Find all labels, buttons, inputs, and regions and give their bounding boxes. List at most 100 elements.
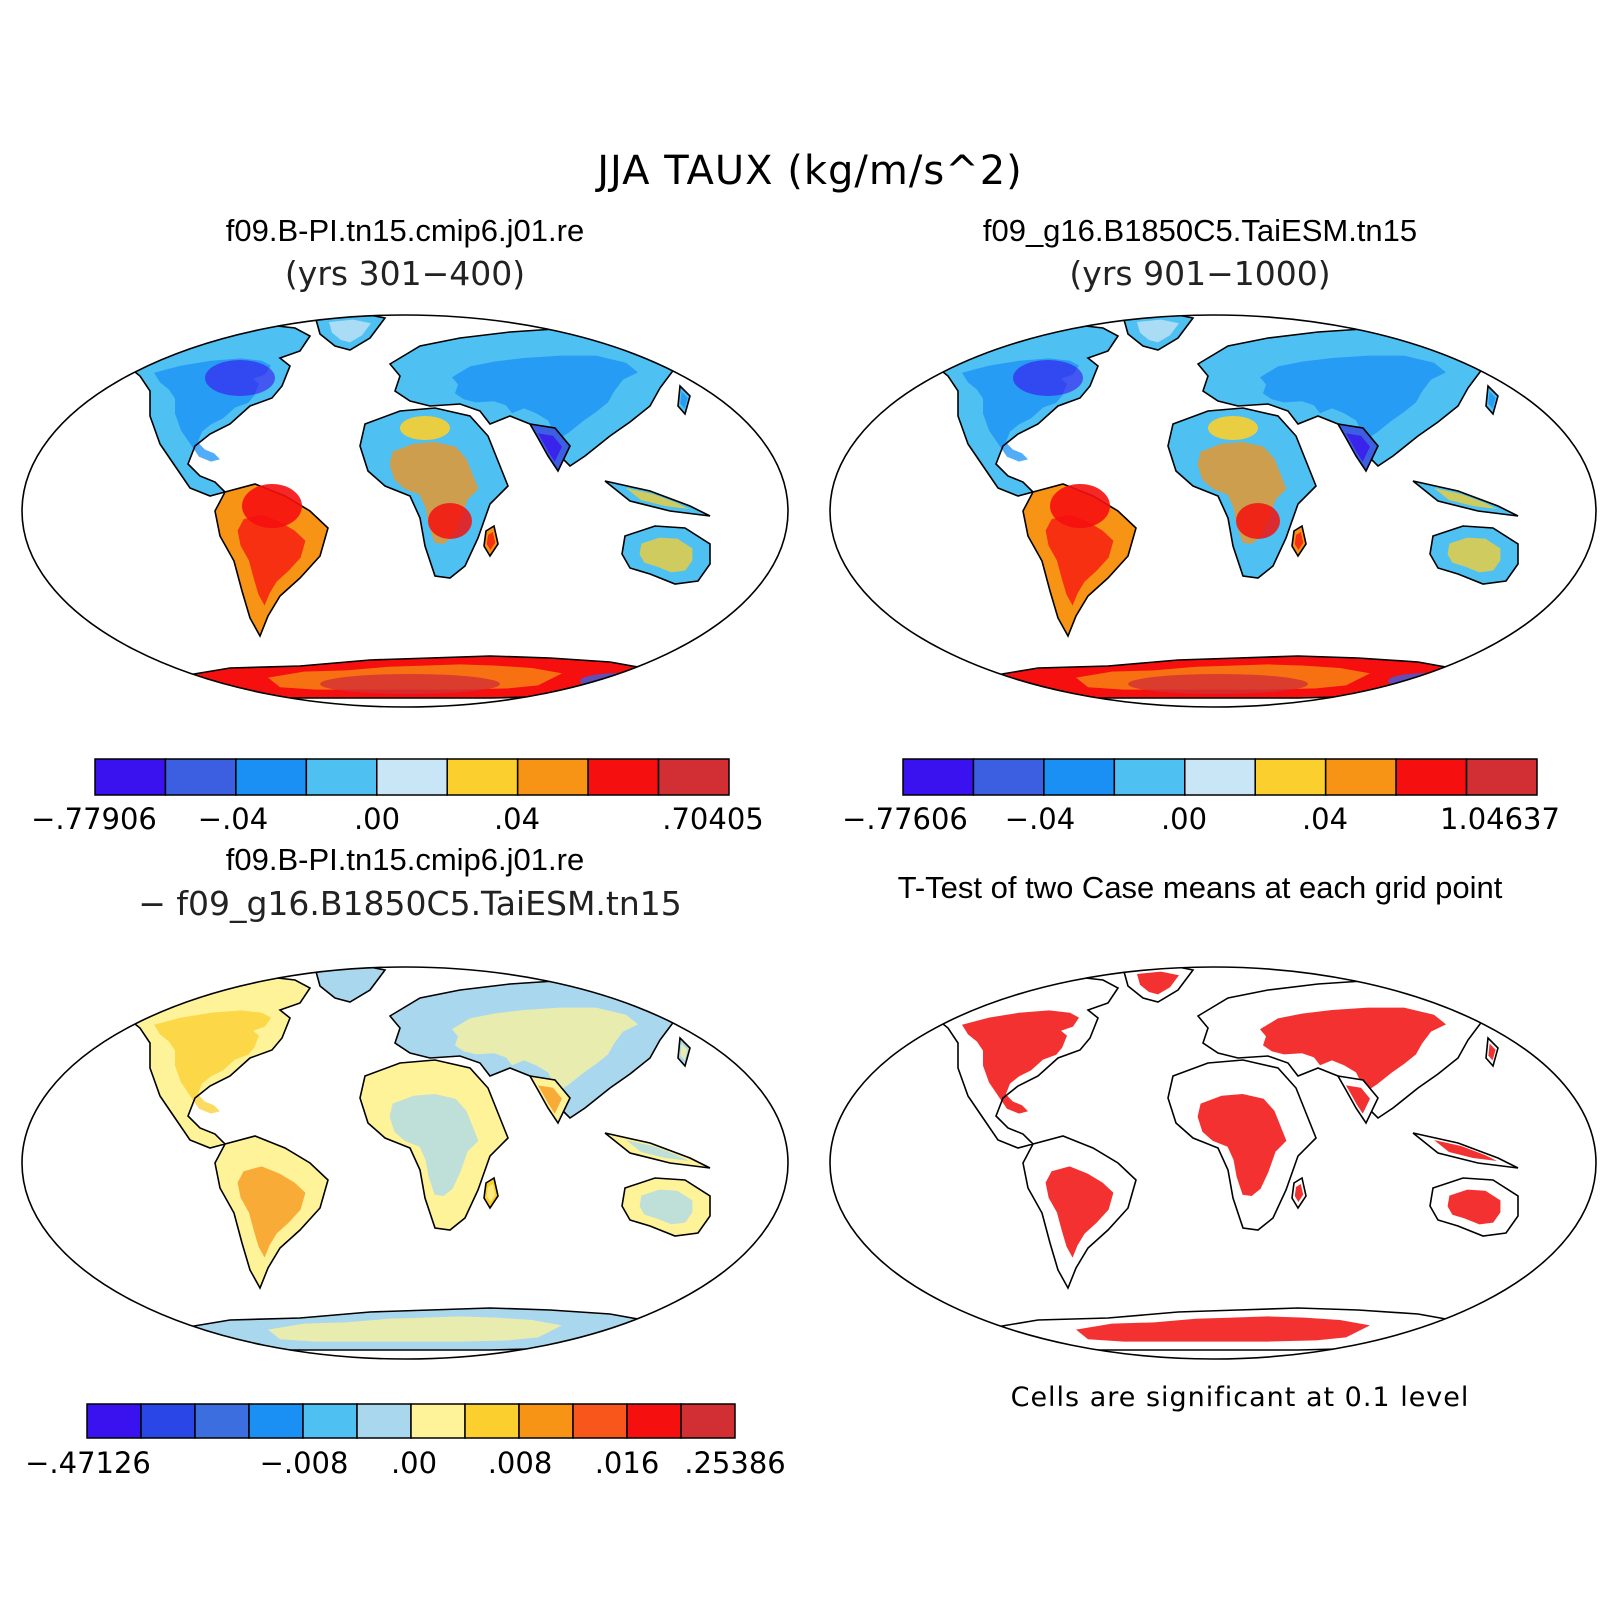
cb3-tick-2: .00 [390, 1446, 438, 1480]
significance-note: Cells are significant at 0.1 level [1010, 1382, 1470, 1413]
cb2-swatch-4 [1184, 758, 1256, 796]
panel1-subtitle: (yrs 301−400) [284, 254, 526, 293]
panel1-title: f09.B-PI.tn15.cmip6.j01.re [225, 213, 585, 248]
map2-southAmerica-inner [1045, 514, 1114, 606]
map1-greenland-coast [313, 315, 387, 351]
map1-australia-coast [621, 525, 711, 585]
map4-japan-coast [1485, 1036, 1499, 1068]
cb3-swatch-6 [410, 1403, 466, 1439]
map2-india-inner [1346, 433, 1370, 462]
cb3-swatch-10 [626, 1403, 682, 1439]
map4-greenland-coast [1121, 967, 1195, 1003]
map-panel-difference [21, 966, 789, 1360]
cb1-swatch-3 [305, 758, 378, 796]
cb3-swatch-11 [680, 1403, 736, 1439]
map4-southAmerica-coast [1022, 1135, 1137, 1290]
map1-antarctic-max [320, 674, 500, 694]
cb2-tick-4: 1.04637 [1440, 802, 1560, 836]
cb2-swatch-7 [1395, 758, 1468, 796]
map2-indonesia-coast [1412, 480, 1519, 517]
map1-india-coast [528, 422, 571, 473]
map2-madagascar-inner [1294, 532, 1304, 550]
map1-indonesia-coast [604, 480, 711, 517]
panel2-title: f09_g16.B1850C5.TaiESM.tn15 [982, 213, 1418, 248]
map1-japan-coast [677, 384, 691, 416]
map4-northAmerica-inner [962, 1010, 1079, 1114]
map-panel-case1 [21, 314, 789, 708]
map1-indonesia-inner [626, 488, 689, 509]
map3-greenland-inner [329, 971, 371, 995]
map2-australia-inner [1447, 537, 1501, 573]
map4-australia-coast [1429, 1177, 1519, 1237]
cb2-tick-0: −.77606 [842, 802, 968, 836]
map1-southAmerica-inner [237, 514, 306, 606]
map2-africa-max [1236, 503, 1280, 539]
cb3-tick-4: .016 [594, 1446, 660, 1480]
map1-northAmerica-coast [113, 323, 312, 497]
map4-africa-inner [1197, 1094, 1287, 1196]
map3-japan-coast [677, 1036, 691, 1068]
figure-title: JJA TAUX (kg/m/s^2) [597, 148, 1023, 194]
cb2-swatch-1 [972, 758, 1045, 796]
map4-australia-inner [1447, 1189, 1501, 1225]
map3-madagascar-coast [483, 1176, 499, 1210]
panel4-title: T-Test of two Case means at each grid po… [897, 870, 1503, 905]
map3-northAmerica-inner [154, 1010, 271, 1114]
map3-africa-coast [359, 1059, 509, 1231]
map4-eurasia-inner [1260, 1007, 1446, 1091]
cb3-swatch-7 [464, 1403, 520, 1439]
cb2-swatch-5 [1254, 758, 1327, 796]
map-panel-case2 [829, 314, 1597, 708]
cb1-tick-4: .70405 [662, 802, 764, 836]
map2-greenland-coast [1121, 315, 1195, 351]
map1-border [21, 314, 789, 708]
map3-southAmerica-inner [237, 1166, 306, 1258]
cb1-tick-min: −.77906 [0, 802, 194, 836]
map3-indonesia-coast [604, 1132, 711, 1169]
map1-na-min [205, 360, 275, 396]
colorbar-case1 [94, 758, 730, 796]
cb3-swatch-0 [86, 1403, 142, 1439]
cb1-swatch-5 [446, 758, 519, 796]
map1-madagascar-inner [486, 532, 496, 550]
cb2-swatch-2 [1043, 758, 1116, 796]
map3-southAmerica-coast [214, 1135, 329, 1290]
cb1-swatch-4 [376, 758, 448, 796]
cb3-tick-5: .25386 [684, 1446, 786, 1480]
map1-india-inner [538, 433, 562, 462]
map2-greenland-inner [1137, 319, 1179, 343]
cb2-tick-2: .00 [1160, 802, 1208, 836]
map2-sa-max [1050, 484, 1110, 528]
map3-australia-coast [621, 1177, 711, 1237]
cb3-tick-1: −.008 [259, 1446, 349, 1480]
map4-southAmerica-inner [1045, 1166, 1114, 1258]
map2-northAmerica-coast [921, 323, 1120, 497]
map3-border [21, 966, 789, 1360]
cb2-tick-1: −.04 [1004, 802, 1076, 836]
map2-africa-coast [1167, 407, 1317, 579]
map2-australia-coast [1429, 525, 1519, 585]
map2-sahara-pos [1208, 416, 1258, 440]
map3-india-inner [538, 1085, 562, 1114]
colorbar-difference [86, 1403, 736, 1439]
cb1-tick-0: −.77906 [31, 802, 157, 836]
map4-indonesia-coast [1412, 1132, 1519, 1169]
map1-africa-coast [359, 407, 509, 579]
cb2-swatch-8 [1465, 758, 1538, 796]
map2-indonesia-inner [1434, 488, 1497, 509]
cb2-swatch-6 [1324, 758, 1397, 796]
map1-sa-max [242, 484, 302, 528]
map3-japan-inner [680, 1043, 688, 1061]
cb3-swatch-9 [572, 1403, 628, 1439]
map4-india-coast [1336, 1074, 1379, 1125]
cb3-swatch-8 [518, 1403, 574, 1439]
cb3-tick-0: −.47126 [25, 1446, 151, 1480]
map3-northAmerica-coast [113, 975, 312, 1149]
cb3-swatch-2 [194, 1403, 250, 1439]
cb3-swatch-1 [140, 1403, 196, 1439]
cb3-tick-3: .008 [487, 1446, 553, 1480]
map4-africa-coast [1167, 1059, 1317, 1231]
cb1-swatch-8 [657, 758, 730, 796]
map1-eurasia-inner [452, 355, 638, 439]
map3-eurasia-inner [452, 1007, 638, 1091]
